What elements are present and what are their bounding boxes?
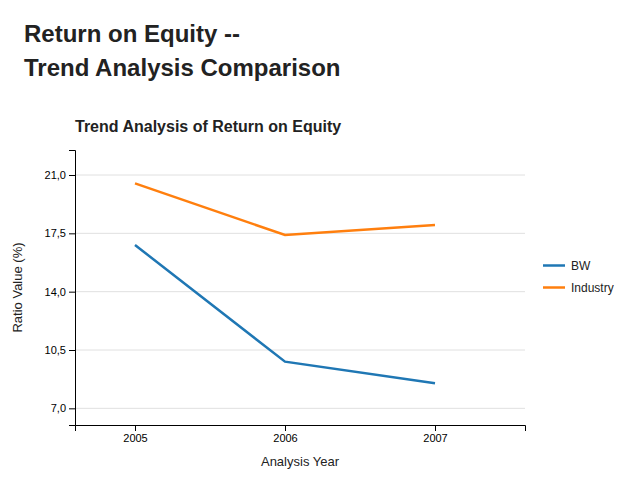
legend-swatch	[543, 286, 565, 289]
x-axis-line	[76, 426, 526, 432]
x-tick: 2006	[273, 425, 297, 444]
chart: Return on Equity -- Trend Analysis Compar…	[0, 0, 640, 480]
plot: 2005 2006 2007 7,0 10,5 14,0 17,5 21,0 BW Industr…	[45, 151, 614, 444]
y-tick: 10,5	[45, 344, 75, 356]
lines	[135, 183, 435, 383]
y-tick-label: 14,0	[45, 286, 66, 298]
grid-line	[75, 175, 525, 176]
grid	[75, 175, 525, 408]
y-axis-title: Ratio Value (%)	[10, 242, 25, 332]
y-tick: 14,0	[45, 286, 75, 298]
legend-item: BW	[543, 259, 591, 273]
grid-line	[75, 408, 525, 409]
chart-title: Trend Analysis of Return on Equity	[75, 118, 341, 135]
legend-label: BW	[571, 259, 591, 273]
y-tick-label: 10,5	[45, 344, 66, 356]
y-tick-label: 7,0	[51, 402, 66, 414]
y-tick-mark	[69, 408, 75, 409]
heading: Return on Equity --	[24, 20, 240, 47]
x-tick: 2005	[123, 425, 147, 444]
series-line	[135, 183, 435, 235]
x-tick-mark	[285, 425, 286, 431]
x-axis: 2005 2006 2007	[76, 425, 526, 444]
y-tick-mark	[69, 350, 75, 351]
x-tick-label: 2006	[273, 432, 297, 444]
x-axis-title: Analysis Year	[261, 454, 340, 469]
y-tick: 21,0	[45, 169, 75, 181]
y-tick-label: 21,0	[45, 169, 66, 181]
grid-line	[75, 291, 525, 292]
x-tick-label: 2007	[423, 432, 447, 444]
x-tick-label: 2005	[123, 432, 147, 444]
legend-item: Industry	[543, 281, 614, 295]
x-tick: 2007	[423, 425, 447, 444]
legend-label: Industry	[571, 281, 614, 295]
y-tick-mark	[69, 292, 75, 293]
legend: BW Industry	[543, 259, 614, 295]
y-tick: 17,5	[45, 227, 75, 239]
y-axis-line	[69, 151, 76, 426]
y-tick-mark	[69, 233, 75, 234]
y-tick: 7,0	[51, 402, 75, 414]
legend-swatch	[543, 264, 565, 267]
y-tick-label: 17,5	[45, 227, 66, 239]
x-tick-mark	[135, 425, 136, 431]
y-tick-mark	[69, 175, 75, 176]
x-tick-mark	[435, 425, 436, 431]
series-line	[135, 245, 435, 383]
grid-line	[75, 350, 525, 351]
y-axis: 7,0 10,5 14,0 17,5 21,0	[45, 151, 76, 426]
heading: Trend Analysis Comparison	[24, 54, 341, 81]
header: Return on Equity -- Trend Analysis Compar…	[24, 20, 341, 81]
